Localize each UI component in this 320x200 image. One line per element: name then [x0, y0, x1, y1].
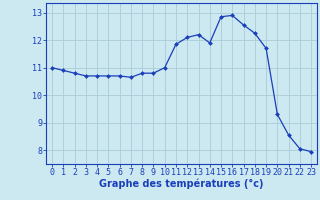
X-axis label: Graphe des températures (°c): Graphe des températures (°c)	[99, 179, 264, 189]
